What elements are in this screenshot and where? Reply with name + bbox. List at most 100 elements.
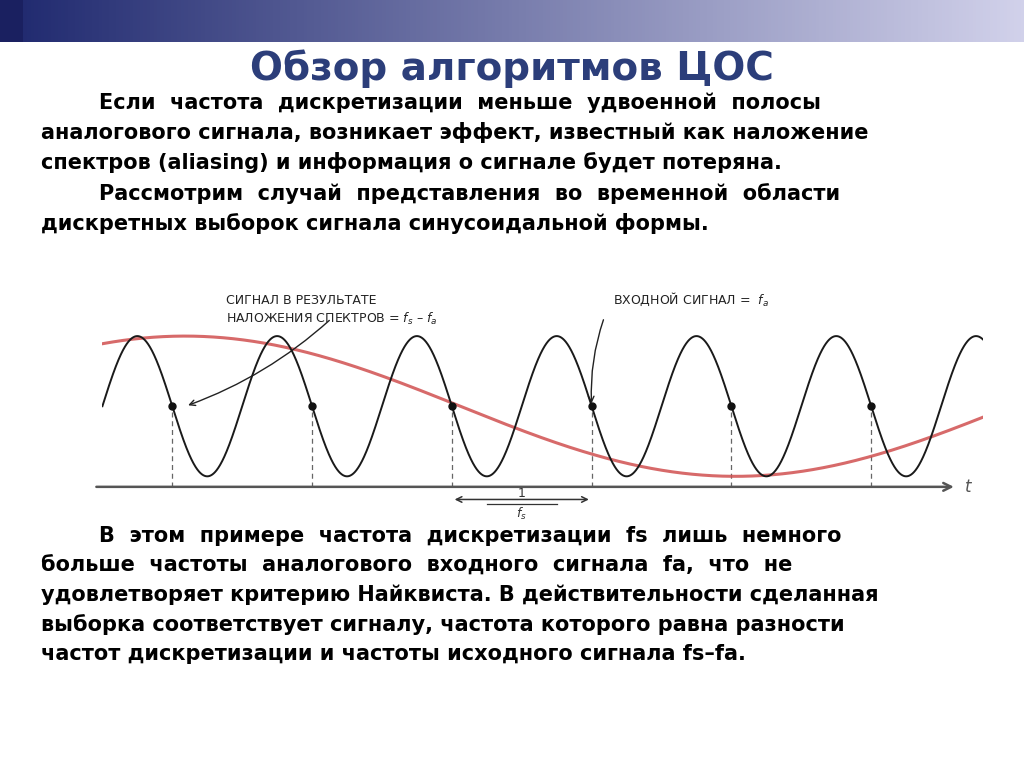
Bar bbox=[853, 0, 859, 42]
Bar bbox=[816, 0, 821, 42]
Bar bbox=[273, 0, 279, 42]
Bar bbox=[847, 0, 852, 42]
Bar bbox=[236, 0, 241, 42]
Bar bbox=[622, 0, 627, 42]
Bar bbox=[3, 0, 9, 42]
Bar bbox=[652, 0, 657, 42]
Bar bbox=[519, 0, 524, 42]
Bar bbox=[113, 0, 118, 42]
Bar bbox=[276, 0, 282, 42]
Bar bbox=[686, 0, 691, 42]
Bar bbox=[515, 0, 521, 42]
Bar bbox=[546, 0, 552, 42]
Bar bbox=[495, 0, 501, 42]
Bar bbox=[126, 0, 132, 42]
Bar bbox=[123, 0, 128, 42]
Bar bbox=[95, 0, 101, 42]
Bar bbox=[443, 0, 450, 42]
Bar bbox=[751, 0, 757, 42]
Bar bbox=[550, 0, 555, 42]
Bar bbox=[492, 0, 497, 42]
Bar bbox=[249, 0, 255, 42]
Bar bbox=[945, 0, 951, 42]
Bar bbox=[54, 0, 60, 42]
Bar bbox=[146, 0, 153, 42]
Bar bbox=[89, 0, 94, 42]
Bar bbox=[410, 0, 415, 42]
Text: В  этом  примере  частота  дискретизации  fs  лишь  немного
больше  частоты  ана: В этом примере частота дискретизации fs … bbox=[41, 526, 879, 664]
Bar bbox=[105, 0, 112, 42]
Bar bbox=[929, 0, 934, 42]
Bar bbox=[307, 0, 312, 42]
Bar bbox=[870, 0, 876, 42]
Bar bbox=[755, 0, 760, 42]
Bar bbox=[65, 0, 71, 42]
Bar bbox=[154, 0, 159, 42]
Bar bbox=[417, 0, 422, 42]
Bar bbox=[809, 0, 814, 42]
Bar bbox=[703, 0, 709, 42]
Bar bbox=[499, 0, 504, 42]
Bar bbox=[0, 0, 5, 42]
Bar bbox=[110, 0, 115, 42]
Bar bbox=[990, 0, 995, 42]
Bar bbox=[914, 0, 921, 42]
Bar bbox=[1004, 0, 1009, 42]
Bar bbox=[228, 0, 234, 42]
Bar bbox=[587, 0, 593, 42]
Bar bbox=[566, 0, 572, 42]
Bar bbox=[771, 0, 777, 42]
Bar bbox=[901, 0, 906, 42]
Bar bbox=[502, 0, 507, 42]
Bar bbox=[474, 0, 480, 42]
Bar bbox=[75, 0, 81, 42]
Bar bbox=[72, 0, 77, 42]
Bar bbox=[996, 0, 1002, 42]
Bar bbox=[737, 0, 742, 42]
Bar bbox=[399, 0, 404, 42]
Bar bbox=[361, 0, 368, 42]
Bar bbox=[171, 0, 176, 42]
Bar bbox=[843, 0, 849, 42]
Bar bbox=[198, 0, 204, 42]
Bar bbox=[358, 0, 364, 42]
Bar bbox=[993, 0, 998, 42]
Bar bbox=[532, 0, 538, 42]
Bar bbox=[427, 0, 432, 42]
Bar bbox=[642, 0, 647, 42]
Bar bbox=[986, 0, 992, 42]
Bar bbox=[976, 0, 982, 42]
Bar bbox=[939, 0, 944, 42]
Bar bbox=[85, 0, 91, 42]
Bar bbox=[536, 0, 542, 42]
Bar bbox=[20, 0, 26, 42]
Bar bbox=[10, 0, 15, 42]
Bar bbox=[765, 0, 770, 42]
Bar bbox=[0, 0, 23, 42]
Bar bbox=[614, 0, 620, 42]
Bar bbox=[632, 0, 637, 42]
Bar bbox=[505, 0, 511, 42]
Bar bbox=[952, 0, 957, 42]
Bar bbox=[304, 0, 309, 42]
Bar bbox=[376, 0, 381, 42]
Bar bbox=[1000, 0, 1006, 42]
Bar bbox=[625, 0, 630, 42]
Bar bbox=[407, 0, 412, 42]
Bar bbox=[212, 0, 217, 42]
Bar bbox=[164, 0, 169, 42]
Bar bbox=[628, 0, 634, 42]
Bar bbox=[717, 0, 722, 42]
Bar bbox=[413, 0, 419, 42]
Bar bbox=[202, 0, 207, 42]
Bar bbox=[904, 0, 910, 42]
Bar bbox=[382, 0, 388, 42]
Bar bbox=[840, 0, 845, 42]
Bar bbox=[345, 0, 350, 42]
Bar bbox=[970, 0, 975, 42]
Bar bbox=[468, 0, 473, 42]
Bar bbox=[529, 0, 535, 42]
Text: Обзор алгоритмов ЦОС: Обзор алгоритмов ЦОС bbox=[250, 50, 774, 88]
Bar bbox=[294, 0, 299, 42]
Bar bbox=[730, 0, 736, 42]
